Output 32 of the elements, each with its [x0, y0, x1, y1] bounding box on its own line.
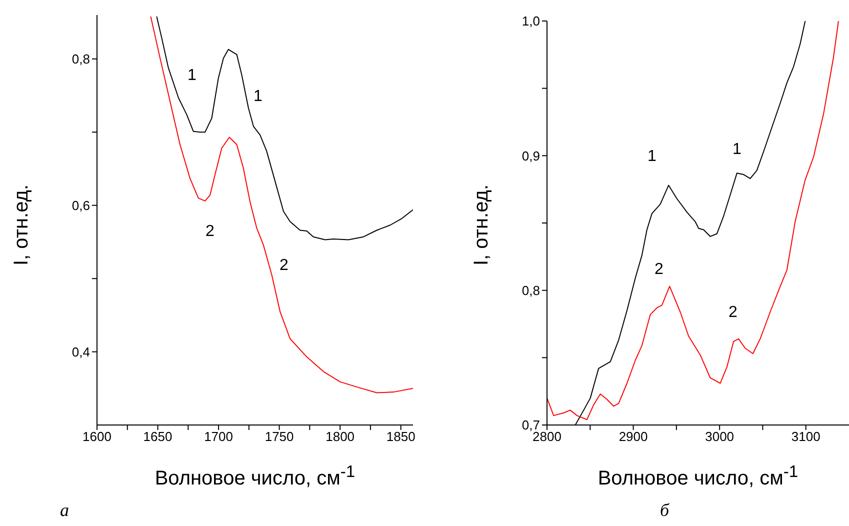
series-label: 2	[280, 257, 288, 275]
line-series	[150, 16, 413, 394]
text: 1	[648, 148, 656, 165]
text: 2	[728, 304, 738, 321]
text: б	[660, 500, 670, 521]
text: 2	[206, 223, 214, 240]
y-tick-label: 1,0	[522, 14, 540, 29]
y-tick-label: 0,9	[522, 148, 540, 164]
x-axis-title: Волновое число, см$^{-1}$	[154, 462, 356, 491]
text: а	[60, 500, 69, 521]
y-tick-label: 0,8	[522, 282, 540, 298]
x-tick-label: 1800	[326, 429, 355, 444]
line-series	[156, 16, 413, 240]
x-tick-label: 1750	[264, 429, 294, 444]
y-axis-title: I, отн.ед.	[10, 184, 34, 266]
line-series	[547, 21, 839, 420]
x-tick-label: 1650	[143, 429, 172, 444]
x-tick-label: 1600	[82, 429, 112, 444]
y-axis-title: I, отн.ед.	[470, 184, 494, 266]
x-tick-label: 3000	[705, 429, 734, 444]
x-axis-title: Волновое число, см$^{-1}$	[596, 462, 800, 491]
text: 1	[188, 67, 196, 84]
x-tick-label: 2900	[618, 429, 648, 444]
y-tick-label: 0,6	[72, 198, 90, 213]
series-label: 1	[732, 141, 742, 159]
series-label: 2	[654, 261, 664, 279]
x-tick-label: 3100	[791, 429, 820, 444]
x-tick-label: 1700	[204, 429, 233, 444]
series-label: 1	[254, 88, 262, 106]
x-tick-label: 1850	[386, 429, 416, 444]
y-tick-label: 0,4	[72, 344, 90, 360]
y-tick-label: 0,8	[72, 52, 90, 67]
